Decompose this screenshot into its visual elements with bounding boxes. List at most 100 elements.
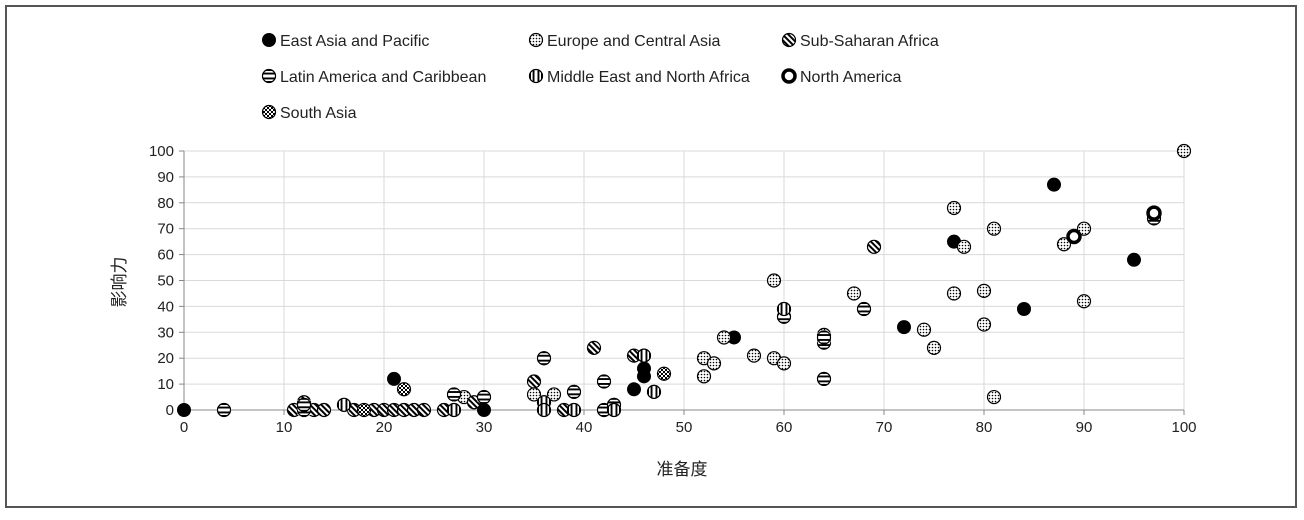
data-point (816, 371, 832, 387)
x-axis-label: 准备度 (657, 460, 708, 479)
data-point (316, 402, 332, 418)
data-point (606, 402, 622, 418)
data-point (696, 369, 712, 384)
data-point (446, 402, 462, 418)
data-point (1056, 237, 1072, 252)
legend-label: Sub-Saharan Africa (800, 33, 939, 50)
data-point (546, 387, 562, 402)
data-point (416, 402, 432, 418)
data-point (976, 317, 992, 332)
legend-item: East Asia and Pacific (262, 33, 429, 50)
data-point (926, 340, 942, 355)
legend-item: South Asia (261, 104, 357, 122)
legend-label: North America (800, 69, 901, 86)
data-point (596, 374, 612, 389)
y-tick-label: 40 (157, 298, 174, 315)
x-tick-label: 30 (476, 419, 493, 436)
data-point (627, 382, 641, 397)
data-point (816, 330, 832, 345)
legend-item: North America (781, 68, 901, 86)
legend-marker-icon (262, 33, 276, 47)
legend-marker-icon (528, 32, 544, 48)
data-point (536, 402, 552, 418)
legend-marker-icon (528, 68, 544, 84)
data-point (956, 239, 972, 254)
data-point (856, 301, 872, 317)
x-tick-label: 0 (180, 419, 188, 436)
y-tick-label: 10 (157, 376, 174, 393)
x-tick-label: 10 (276, 419, 293, 436)
legend-marker-icon (781, 68, 797, 84)
legend-marker-icon (781, 32, 797, 48)
y-tick-label: 30 (157, 324, 174, 341)
data-point (986, 389, 1002, 405)
data-point (476, 389, 492, 405)
scatter-chart: 0 10 20 30 40 50 60 70 80 90 100 0 10 20 30 40 50 60 70 80 9… (110, 32, 1197, 479)
data-point (1127, 252, 1141, 267)
data-point (1076, 294, 1092, 309)
data-point (387, 371, 401, 386)
data-point (586, 340, 602, 355)
data-point (656, 366, 672, 381)
legend-item: Europe and Central Asia (528, 32, 721, 50)
data-point (716, 330, 732, 345)
data-point (396, 382, 412, 397)
data-point (336, 397, 352, 412)
data-point (636, 348, 652, 363)
y-tick-label: 60 (157, 247, 174, 264)
data-point (897, 320, 911, 335)
x-tick-label: 70 (876, 419, 893, 436)
legend-label: East Asia and Pacific (280, 33, 429, 50)
y-tick-label: 80 (157, 195, 174, 212)
x-tick-label: 60 (776, 419, 793, 436)
legend-marker-icon (261, 68, 277, 84)
data-point (356, 402, 372, 418)
data-point (727, 330, 741, 345)
y-tick-label: 100 (149, 143, 174, 160)
legend-item: Sub-Saharan Africa (781, 32, 939, 50)
x-tick-label: 20 (376, 419, 393, 436)
data-point (946, 200, 962, 216)
data-point (976, 283, 992, 298)
data-point (746, 348, 762, 363)
legend-label: Middle East and North Africa (547, 69, 750, 86)
legend-label: Latin America and Caribbean (280, 69, 486, 86)
data-point (646, 384, 662, 399)
legend-label: Europe and Central Asia (547, 33, 721, 50)
data-point (296, 397, 312, 412)
x-tick-label: 80 (976, 419, 993, 436)
y-tick-label: 90 (157, 169, 174, 186)
data-point (1146, 205, 1162, 221)
data-point (986, 221, 1002, 236)
legend-item: Middle East and North Africa (528, 68, 750, 86)
x-tick-label: 40 (576, 419, 593, 436)
data-point (1047, 177, 1061, 192)
legend-item: Latin America and Caribbean (261, 68, 486, 86)
legend-marker-icon (261, 104, 277, 120)
data-point (177, 403, 191, 417)
data-point (706, 356, 722, 371)
data-point (946, 286, 962, 301)
data-point (846, 286, 862, 301)
data-point (776, 301, 792, 317)
y-axis-label: 影响力 (110, 257, 129, 308)
x-tick-label: 100 (1171, 419, 1196, 436)
data-point (1017, 301, 1031, 316)
x-tick-label: 50 (676, 419, 693, 436)
data-point (637, 361, 651, 376)
data-point (1176, 143, 1192, 159)
data-point (446, 387, 462, 402)
legend-label: South Asia (280, 105, 357, 122)
y-tick-label: 0 (166, 402, 174, 419)
data-point (566, 384, 582, 399)
data-point (566, 402, 582, 418)
data-point (216, 402, 232, 418)
data-point (1076, 221, 1092, 236)
chart-frame: 0 10 20 30 40 50 60 70 80 90 100 0 10 20 30 40 50 60 70 80 9… (5, 5, 1297, 508)
data-point (536, 351, 552, 366)
y-tick-label: 20 (157, 350, 174, 367)
data-point (766, 273, 782, 288)
x-tick-label: 90 (1076, 419, 1093, 436)
y-tick-label: 70 (157, 221, 174, 238)
data-point (526, 374, 542, 389)
